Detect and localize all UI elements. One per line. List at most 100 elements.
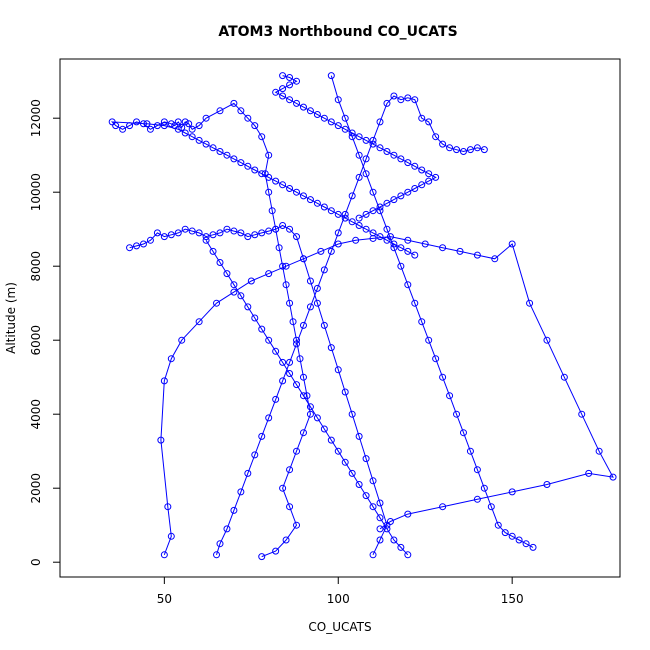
data-point bbox=[133, 242, 141, 250]
data-point bbox=[362, 455, 370, 463]
data-point bbox=[174, 125, 182, 133]
data-point bbox=[341, 388, 349, 396]
data-point bbox=[390, 536, 398, 544]
data-point bbox=[195, 229, 203, 237]
data-point bbox=[299, 255, 307, 263]
data-point bbox=[265, 270, 273, 278]
data-point bbox=[251, 231, 259, 239]
data-point bbox=[146, 125, 154, 133]
data-point bbox=[160, 122, 168, 130]
data-point bbox=[334, 366, 342, 374]
data-point bbox=[265, 336, 273, 344]
data-point bbox=[306, 277, 314, 285]
data-point bbox=[286, 96, 294, 104]
data-point bbox=[459, 148, 467, 155]
data-point bbox=[362, 170, 370, 178]
data-point bbox=[376, 499, 384, 507]
data-point bbox=[362, 492, 370, 500]
data-point bbox=[258, 133, 266, 141]
data-point bbox=[174, 118, 182, 126]
data-point bbox=[157, 436, 165, 444]
data-point bbox=[202, 140, 210, 148]
data-point bbox=[251, 122, 259, 130]
data-point bbox=[146, 236, 154, 244]
data-point bbox=[299, 373, 307, 381]
data-point bbox=[439, 503, 447, 511]
data-point bbox=[185, 120, 193, 128]
data-point bbox=[272, 88, 280, 96]
series-line bbox=[216, 95, 485, 555]
data-point bbox=[397, 262, 405, 270]
data-point bbox=[279, 72, 287, 80]
data-point bbox=[293, 340, 301, 348]
data-point bbox=[341, 210, 349, 218]
y-tick-label: 2000 bbox=[29, 473, 43, 504]
data-point bbox=[376, 233, 384, 241]
data-point bbox=[334, 122, 342, 130]
data-point bbox=[237, 229, 245, 237]
data-point bbox=[432, 173, 440, 181]
data-point bbox=[390, 92, 398, 100]
data-point bbox=[383, 148, 391, 155]
data-point bbox=[282, 536, 290, 544]
data-point bbox=[230, 155, 238, 163]
data-point bbox=[160, 551, 168, 559]
series-line bbox=[129, 224, 388, 556]
data-point bbox=[595, 447, 603, 455]
data-point bbox=[286, 299, 294, 307]
data-point bbox=[327, 247, 335, 255]
data-point bbox=[251, 314, 259, 322]
series bbox=[327, 72, 537, 551]
data-point bbox=[439, 140, 447, 148]
data-point bbox=[397, 244, 405, 252]
data-point bbox=[275, 244, 283, 252]
data-point bbox=[418, 181, 426, 189]
data-point bbox=[286, 225, 294, 233]
data-point bbox=[397, 155, 405, 163]
data-point bbox=[376, 525, 384, 533]
data-point bbox=[213, 299, 221, 307]
data-point bbox=[167, 532, 175, 540]
data-point bbox=[143, 120, 151, 128]
data-point bbox=[560, 373, 568, 381]
data-point bbox=[362, 225, 370, 233]
data-point bbox=[230, 288, 238, 296]
x-tick-label: 150 bbox=[501, 592, 524, 606]
data-point bbox=[299, 321, 307, 329]
data-point bbox=[251, 166, 259, 174]
data-point bbox=[171, 122, 179, 130]
data-point bbox=[362, 136, 370, 144]
data-point bbox=[327, 344, 335, 352]
y-axis-label: Altitude (m) bbox=[4, 282, 18, 354]
data-point bbox=[320, 321, 328, 329]
y-tick-label: 8000 bbox=[29, 251, 43, 282]
data-point bbox=[327, 72, 335, 80]
data-point bbox=[160, 377, 168, 385]
data-point bbox=[508, 532, 516, 540]
data-point bbox=[341, 458, 349, 466]
data-point bbox=[216, 148, 224, 155]
y-axis: 0 2000 4000 6000 8000 10000 12000 bbox=[29, 99, 60, 566]
data-point bbox=[244, 162, 252, 170]
y-tick-label: 0 bbox=[29, 558, 43, 566]
data-point bbox=[369, 188, 377, 196]
data-point bbox=[237, 488, 245, 496]
data-point bbox=[258, 325, 266, 333]
data-point bbox=[404, 94, 412, 102]
data-point bbox=[293, 188, 301, 196]
data-point bbox=[202, 233, 210, 241]
data-point bbox=[160, 233, 168, 241]
series bbox=[126, 222, 391, 559]
data-point bbox=[296, 355, 304, 363]
x-tick-label: 50 bbox=[157, 592, 172, 606]
data-point bbox=[258, 432, 266, 440]
data-point bbox=[167, 231, 175, 239]
data-point bbox=[355, 151, 363, 159]
data-point bbox=[320, 203, 328, 211]
data-point bbox=[265, 173, 273, 181]
data-point bbox=[526, 299, 534, 307]
data-point bbox=[181, 225, 189, 233]
series-line bbox=[160, 236, 614, 555]
data-point bbox=[369, 136, 377, 144]
data-point bbox=[480, 146, 488, 154]
